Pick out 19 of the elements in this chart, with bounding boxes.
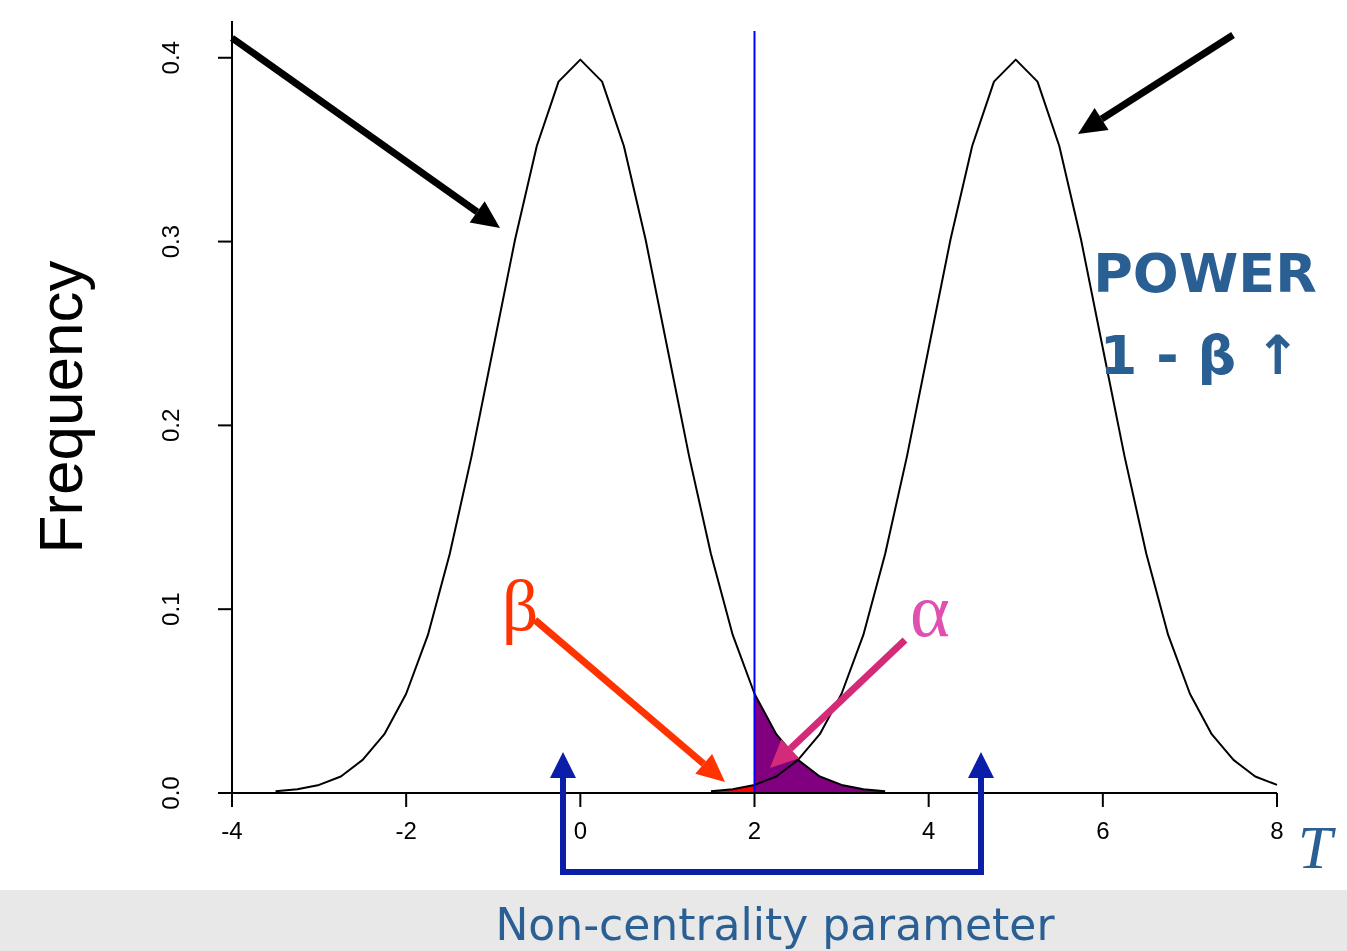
x-tick-label: 4: [921, 817, 936, 844]
annotation: 1 - β ↑: [1099, 324, 1301, 387]
y-tick-label: 0.1: [156, 592, 184, 626]
annotation: POWER: [1093, 242, 1317, 305]
annotation: β: [501, 566, 539, 646]
x-axis-title: T: [1297, 813, 1337, 881]
x-tick-label: 0: [573, 817, 588, 844]
x-tick-label: -4: [221, 817, 243, 844]
text: Non-centrality parameter: [495, 899, 1056, 950]
x-tick-label: 2: [747, 817, 762, 844]
y-tick-label: 0.3: [156, 224, 184, 259]
y-tick-label: 0.0: [156, 776, 184, 810]
annotation: α: [910, 568, 950, 652]
y-tick-label: 0.4: [156, 41, 184, 75]
y-tick-label: 0.2: [156, 408, 184, 443]
x-tick-label: -2: [395, 817, 417, 844]
x-tick-label: 6: [1096, 817, 1110, 844]
y-axis-title: Frequency: [26, 260, 95, 554]
x-tick-label: 8: [1270, 817, 1284, 844]
